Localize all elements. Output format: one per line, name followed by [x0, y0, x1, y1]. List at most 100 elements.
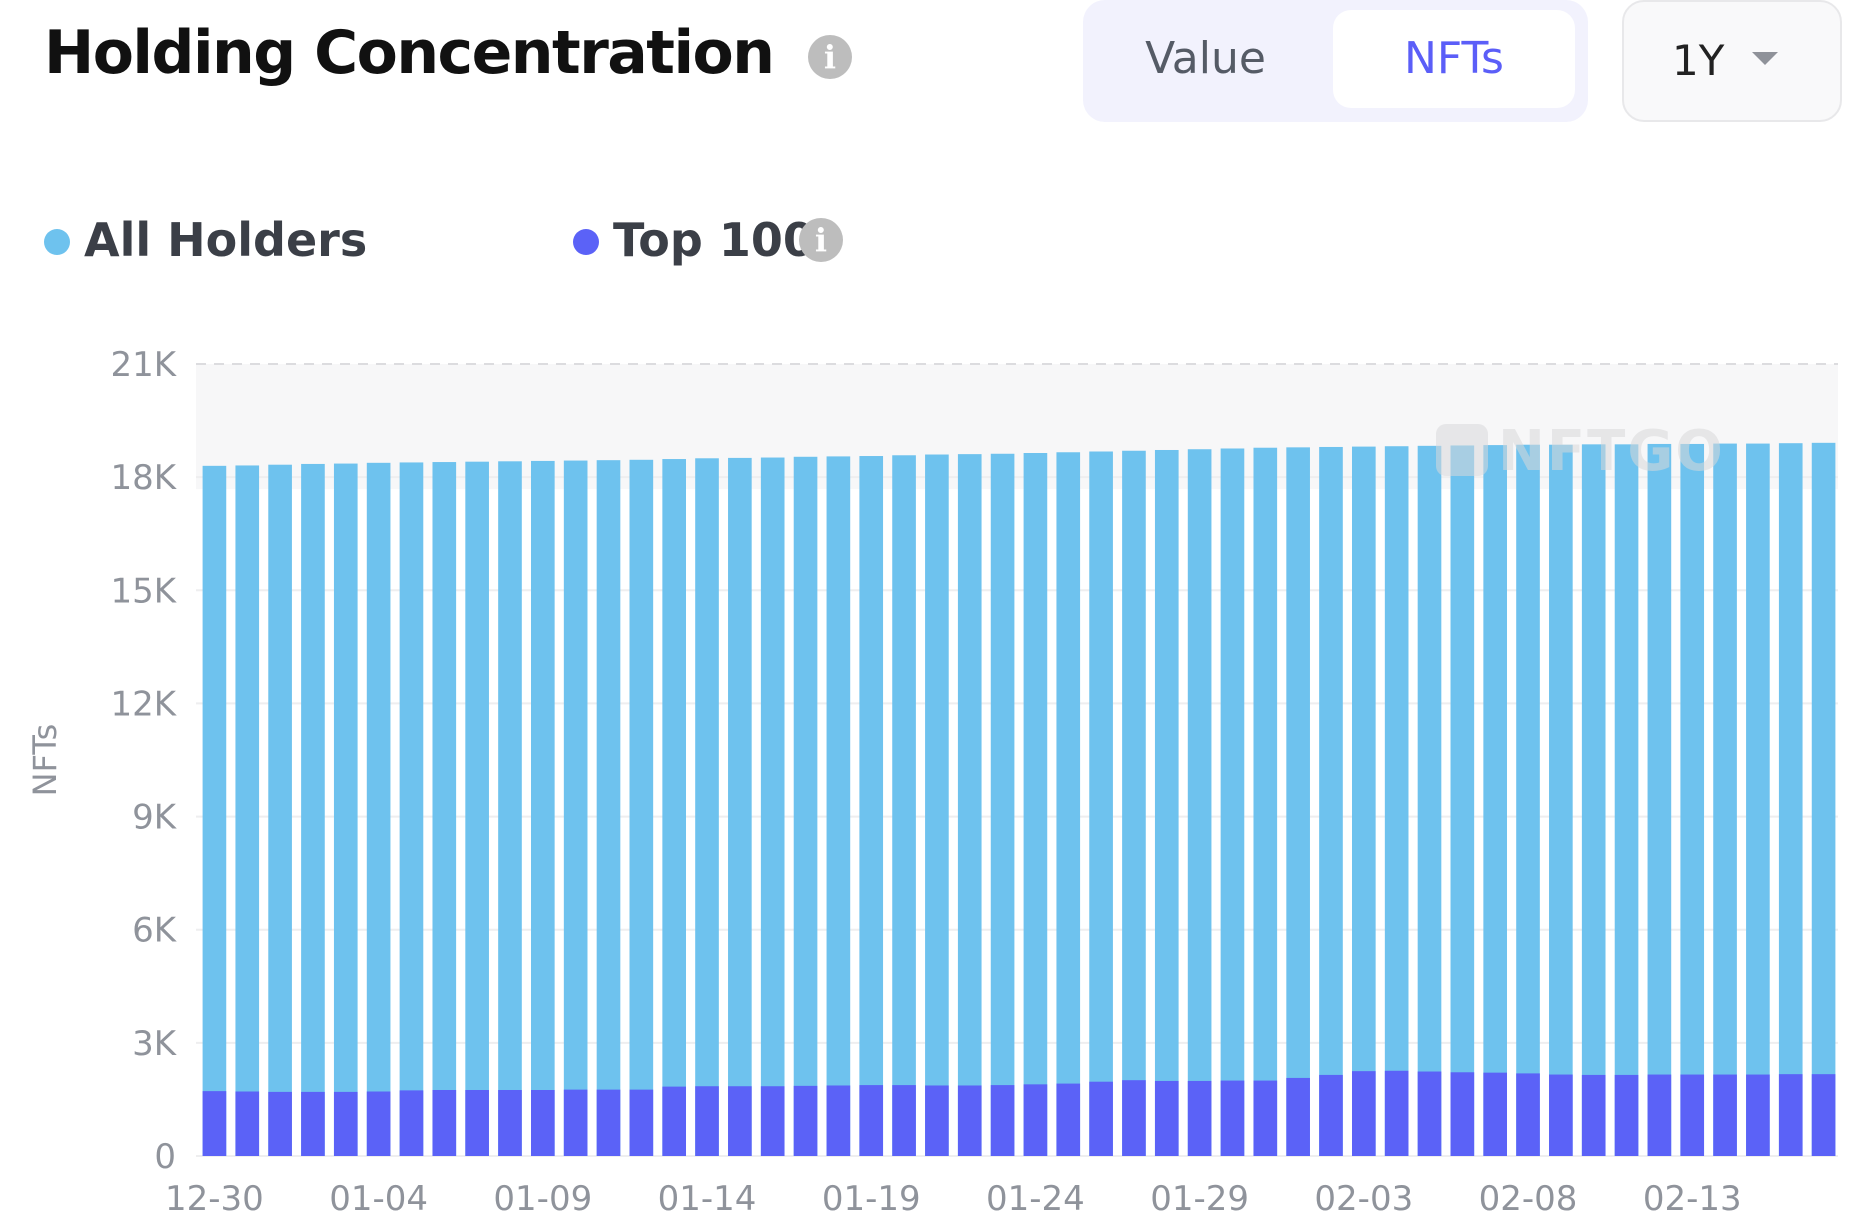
bar-top-100	[1122, 1080, 1146, 1156]
bar-all-holders	[892, 455, 916, 1156]
bar-top-100	[1286, 1077, 1310, 1156]
bar-all-holders	[1516, 444, 1540, 1156]
metric-toggle: Value NFTs	[1083, 0, 1588, 122]
bar-top-100	[1319, 1074, 1343, 1156]
bar-top-100	[1450, 1072, 1475, 1156]
y-tick-label: 15K	[110, 571, 177, 611]
bar-all-holders	[1023, 453, 1048, 1156]
bar-top-100	[957, 1085, 982, 1156]
info-icon[interactable]: i	[799, 218, 843, 262]
bar-all-holders	[1122, 450, 1146, 1156]
bar-all-holders	[1713, 443, 1737, 1156]
bar-all-holders	[301, 463, 325, 1156]
bar-all-holders	[498, 461, 522, 1156]
bar-top-100	[1778, 1074, 1803, 1156]
bar-all-holders	[662, 459, 687, 1156]
bar-all-holders	[268, 464, 292, 1156]
bar-top-100	[1549, 1074, 1573, 1156]
bar-top-100	[399, 1090, 424, 1156]
bar-top-100	[1089, 1081, 1113, 1156]
bar-top-100	[728, 1086, 752, 1156]
bar-all-holders	[1417, 445, 1442, 1157]
bar-top-100	[1581, 1074, 1606, 1156]
bar-all-holders	[432, 462, 457, 1156]
bar-top-100	[662, 1086, 687, 1156]
bar-all-holders	[1647, 443, 1672, 1156]
x-tick-label: 01-29	[1150, 1179, 1249, 1219]
page-title: Holding Concentration	[44, 18, 775, 88]
y-tick-label: 9K	[132, 798, 178, 838]
bar-top-100	[760, 1086, 785, 1156]
bar-all-holders	[1483, 445, 1508, 1157]
bar-all-holders	[1581, 444, 1606, 1156]
chevron-down-icon	[1752, 52, 1778, 65]
bar-all-holders	[695, 458, 719, 1156]
bar-top-100	[1483, 1072, 1508, 1156]
watermark: NFTGO	[1498, 419, 1725, 484]
bar-all-holders	[333, 463, 358, 1156]
bar-top-100	[465, 1090, 489, 1156]
bar-all-holders	[1614, 444, 1639, 1156]
bar-all-holders	[1450, 445, 1475, 1156]
bar-top-100	[1417, 1071, 1442, 1156]
bar-all-holders	[1089, 451, 1113, 1156]
time-range-value: 1Y	[1672, 36, 1725, 85]
bar-top-100	[1154, 1080, 1179, 1156]
bar-top-100	[1187, 1080, 1212, 1156]
bar-all-holders	[629, 459, 654, 1156]
bar-all-holders	[859, 456, 884, 1157]
bar-all-holders	[760, 457, 785, 1156]
info-icon[interactable]: i	[808, 35, 852, 79]
y-tick-label: 21K	[110, 345, 177, 385]
bar-top-100	[202, 1091, 227, 1156]
bar-top-100	[1811, 1074, 1836, 1156]
bar-top-100	[366, 1091, 391, 1156]
y-tick-label: 6K	[132, 911, 178, 951]
bar-top-100	[1384, 1070, 1409, 1156]
bar-all-holders	[1351, 446, 1376, 1156]
bar-top-100	[333, 1091, 358, 1156]
y-tick-label: 3K	[132, 1024, 178, 1064]
x-tick-label: 01-09	[493, 1179, 592, 1219]
bar-all-holders	[563, 460, 588, 1156]
nfts-toggle-button[interactable]: NFTs	[1333, 10, 1575, 108]
bar-top-100	[1746, 1074, 1770, 1156]
bar-top-100	[1516, 1073, 1540, 1156]
x-tick-label: 01-14	[658, 1179, 757, 1219]
bar-all-holders	[957, 454, 982, 1156]
holding-concentration-chart: 0 3K 6K 9K 12K 15K 18K 21K NFTs NFTGO 12-30 01-04 01…	[26, 345, 1838, 1219]
bar-top-100	[301, 1091, 325, 1156]
bar-top-100	[826, 1085, 851, 1156]
bar-all-holders	[1056, 452, 1081, 1156]
bar-all-holders	[366, 462, 391, 1157]
bar-all-holders	[1286, 447, 1310, 1156]
bar-all-holders	[1778, 443, 1803, 1156]
watermark-logo-icon	[1436, 424, 1488, 476]
bar-top-100	[1351, 1071, 1376, 1156]
y-tick-label: 18K	[110, 458, 177, 498]
time-range-select[interactable]: 1Y	[1622, 0, 1842, 122]
bar-top-100	[1614, 1074, 1639, 1156]
bar-all-holders	[1549, 444, 1573, 1156]
bar-top-100	[859, 1085, 884, 1156]
bar-top-100	[563, 1089, 588, 1156]
x-tick-label: 02-13	[1643, 1179, 1742, 1219]
x-tick-label: 12-30	[165, 1179, 264, 1219]
bar-all-holders	[1220, 448, 1245, 1157]
bar-all-holders	[925, 454, 949, 1156]
legend-dot-all-holders	[44, 229, 70, 255]
bar-top-100	[530, 1090, 555, 1156]
bar-top-100	[925, 1085, 949, 1156]
bar-all-holders	[1384, 446, 1409, 1156]
bar-all-holders	[465, 461, 489, 1156]
bar-top-100	[1680, 1074, 1705, 1156]
bar-all-holders	[1187, 449, 1212, 1157]
bar-all-holders	[1319, 446, 1343, 1156]
value-toggle-button[interactable]: Value	[1145, 33, 1266, 84]
bar-all-holders	[202, 465, 227, 1156]
x-tick-label: 01-19	[822, 1179, 921, 1219]
bar-top-100	[235, 1091, 260, 1156]
bar-all-holders	[728, 457, 752, 1156]
bar-top-100	[268, 1091, 292, 1156]
bar-top-100	[990, 1085, 1015, 1156]
